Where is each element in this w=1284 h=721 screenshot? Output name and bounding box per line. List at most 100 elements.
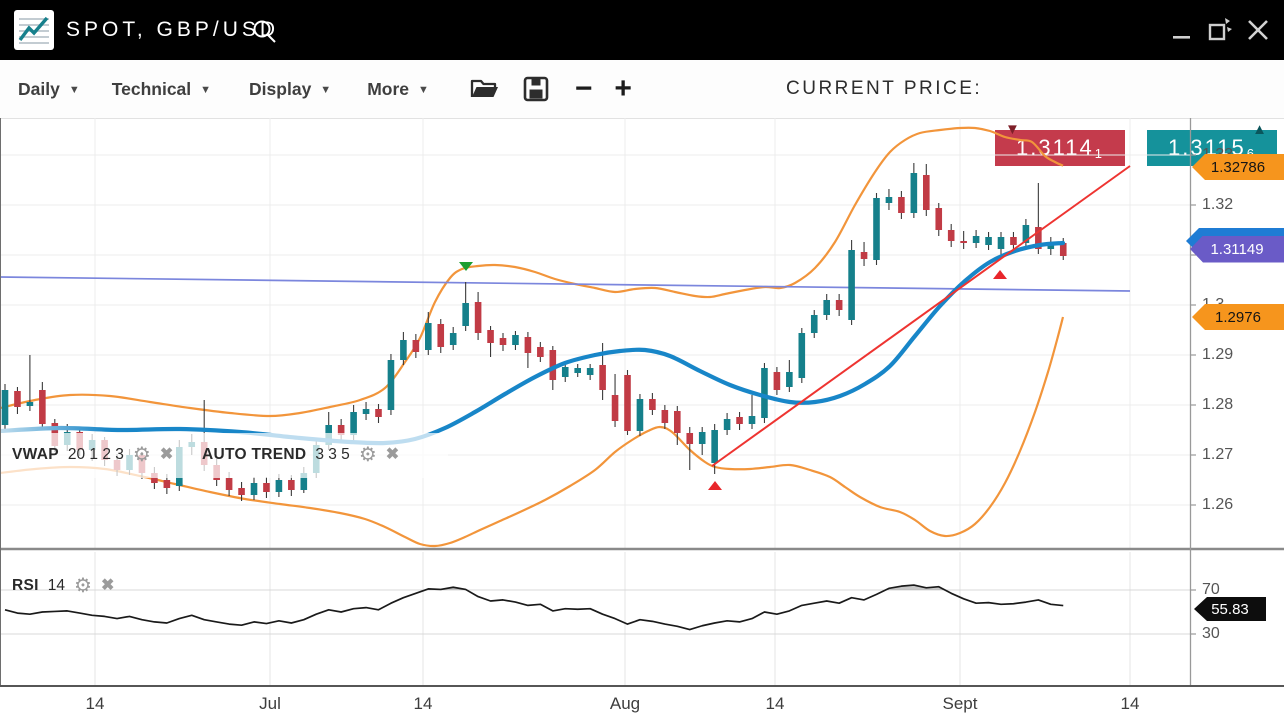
auto-trend-params: 3 3 5 [315, 446, 350, 463]
current-price-label: CURRENT PRICE: [786, 78, 983, 99]
price-axis-label: 1.32 [1202, 196, 1234, 213]
chevron-down-icon: ▼ [200, 84, 212, 96]
arrow-up-icon: ▲ [1252, 121, 1269, 138]
candle-body [14, 391, 21, 407]
save-icon[interactable] [523, 76, 549, 102]
price-axis-label: 1.29 [1202, 346, 1234, 363]
main-pane [0, 126, 1131, 548]
auto-trend-remove-icon[interactable]: ✖ [385, 446, 400, 463]
indicator-label-mask [0, 433, 448, 478]
price-axis-label: 1.27 [1202, 446, 1234, 463]
time-axis-label: 14 [85, 694, 105, 713]
close-button[interactable] [1244, 16, 1272, 44]
menu-timeframe[interactable]: Daily ▼ [18, 79, 80, 100]
candle-body [898, 197, 905, 213]
app-chart-icon [14, 10, 54, 50]
candle-body [474, 302, 482, 333]
candle-body [26, 402, 34, 406]
candle-body [723, 419, 731, 430]
candle-body [935, 208, 943, 230]
auto-trend-line [711, 165, 1131, 467]
menu-more[interactable]: More ▼ [367, 79, 429, 100]
rsi-name: RSI [12, 577, 39, 594]
auto-trend-indicator-label: AUTO TREND 3 3 5 ⚙ ✖ [202, 445, 399, 465]
rsi-settings-icon[interactable]: ⚙ [74, 575, 92, 597]
auto-trend-settings-icon[interactable]: ⚙ [358, 444, 377, 466]
candle-body [748, 416, 756, 424]
candle-body [499, 338, 507, 345]
menu-display[interactable]: Display ▼ [249, 79, 331, 100]
candle-body [698, 432, 706, 444]
vwap-indicator-label: VWAP 20 1 2 3 ⚙ ✖ [12, 445, 173, 465]
bollinger-upper-band [0, 126, 1064, 418]
minimize-button[interactable] [1168, 16, 1196, 44]
candle-body [798, 333, 806, 378]
time-axis-label: Jul [259, 694, 281, 713]
candle-body [387, 360, 395, 410]
chevron-down-icon: ▼ [320, 84, 332, 96]
auto-trend-name: AUTO TREND [202, 446, 307, 463]
pivot-low-marker-icon [708, 481, 722, 490]
candle-body [923, 175, 930, 210]
vwap-settings-icon[interactable]: ⚙ [132, 444, 151, 466]
price-tag-close: 1.31149 [1190, 235, 1284, 263]
candle-body [462, 303, 469, 326]
chart-left-border [0, 118, 1, 685]
candle-body [810, 315, 818, 333]
zoom-in-button[interactable]: + [614, 72, 632, 105]
ask-price-pip: 6 [1246, 146, 1256, 161]
vwap-params: 20 1 2 3 [67, 446, 124, 463]
price-axis-label: 70 [1202, 581, 1220, 598]
title-bar: SPOT, GBP/USD [0, 0, 1284, 60]
time-axis-label: Sept [942, 694, 978, 713]
candle-body [761, 368, 768, 418]
vwap-remove-icon[interactable]: ✖ [159, 446, 174, 463]
candle-body [537, 347, 544, 357]
time-axis [0, 685, 1284, 721]
pivot-high-marker-icon [459, 262, 473, 271]
candle-body [599, 365, 606, 390]
candle-body [400, 340, 407, 360]
search-icon[interactable] [252, 19, 278, 45]
candle-body [736, 417, 743, 424]
candle-body [350, 412, 357, 435]
candle-body [288, 480, 295, 490]
zoom-out-button[interactable]: − [574, 72, 593, 105]
menu-technical[interactable]: Technical ▼ [112, 79, 211, 100]
bid-price-button[interactable]: ▼ 1.3114 1 [995, 122, 1125, 166]
candle-body [636, 399, 644, 431]
chevron-down-icon: ▼ [418, 84, 429, 96]
candle-body [300, 473, 308, 490]
candle-body [885, 197, 893, 203]
candle-body [362, 409, 370, 414]
chevron-down-icon: ▼ [68, 84, 80, 96]
open-folder-icon[interactable] [469, 76, 499, 102]
pivot-low-marker-icon [993, 270, 1007, 279]
candle-body [860, 252, 868, 259]
candle-body [574, 368, 581, 373]
candle-body [773, 372, 781, 390]
menu-technical-label: Technical [111, 78, 192, 99]
candle-body [238, 488, 245, 495]
rsi-indicator-label: RSI 14 ⚙ ✖ [12, 576, 114, 596]
candle-body [711, 430, 718, 463]
candle-body [487, 330, 494, 343]
candle-body [848, 250, 855, 320]
price-tag-upper_band: 1.32786 [1192, 154, 1284, 180]
popout-button[interactable] [1206, 16, 1234, 44]
candle-body [275, 480, 283, 492]
candle-body [947, 230, 955, 241]
bollinger-lower-band [0, 316, 1065, 548]
time-axis-label: 14 [765, 694, 785, 713]
candle-body [586, 368, 594, 375]
candle-body [412, 340, 420, 352]
candle-body [649, 399, 656, 410]
candle-body [611, 395, 619, 421]
time-axis-label: 14 [1120, 694, 1140, 713]
price-axis-label: 30 [1202, 625, 1220, 642]
rsi-remove-icon[interactable]: ✖ [100, 577, 115, 594]
bid-price-value: 1.3114 [1016, 135, 1094, 160]
rsi-pane [4, 584, 1064, 631]
rsi-params: 14 [47, 577, 65, 594]
